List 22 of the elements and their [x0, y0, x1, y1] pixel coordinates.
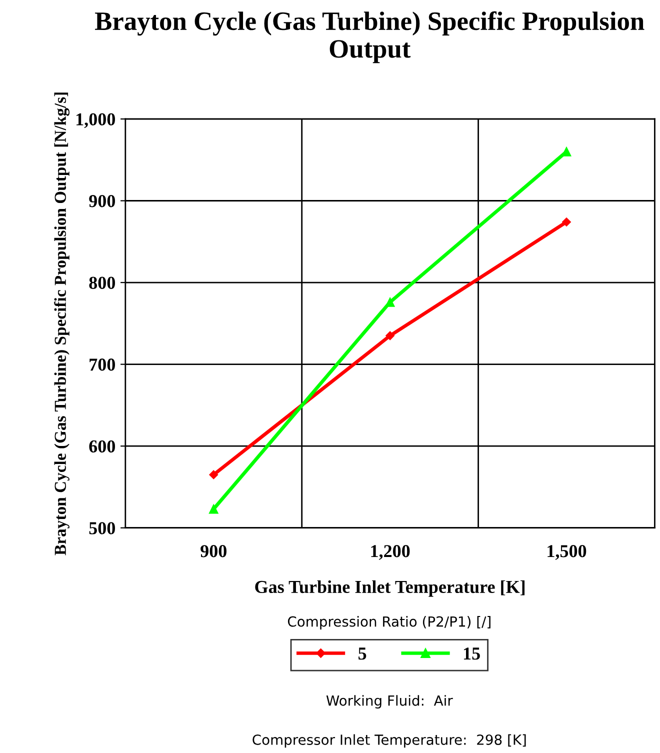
y-axis-title: Brayton Cycle (Gas Turbine) Specific Propulsion Output [N/kg/s] — [54, 92, 70, 556]
y-tick-label: 800 — [89, 276, 115, 289]
point — [562, 218, 571, 226]
chart-title: Brayton Cycle (Gas Turbine) Specific Propulsion Output — [94, 11, 644, 64]
y-tick-label: 900 — [89, 195, 115, 208]
point — [208, 504, 218, 514]
point — [209, 470, 218, 480]
x-tick-label: 900 — [200, 545, 226, 558]
x-axis-title: Gas Turbine Inlet Temperature [K] — [255, 580, 525, 597]
text: Compressor Inlet Temperature: 298 [K] — [252, 734, 526, 748]
legend-label: 15 — [464, 648, 480, 660]
x-tick-label: 1,200 — [371, 545, 410, 560]
y-tick-label: 700 — [90, 358, 115, 371]
point — [386, 331, 395, 340]
legend-label: 5 — [358, 648, 366, 660]
y-tick-label: 600 — [89, 440, 115, 453]
text: Working Fluid: Air — [326, 695, 453, 709]
y-tick-label: 1,000 — [76, 113, 115, 128]
point — [385, 297, 395, 307]
y-tick-label: 500 — [89, 522, 115, 534]
x-tick-label: 1,500 — [548, 545, 586, 560]
legend-title: Compression Ratio (P2/P1) [/] — [288, 616, 490, 630]
